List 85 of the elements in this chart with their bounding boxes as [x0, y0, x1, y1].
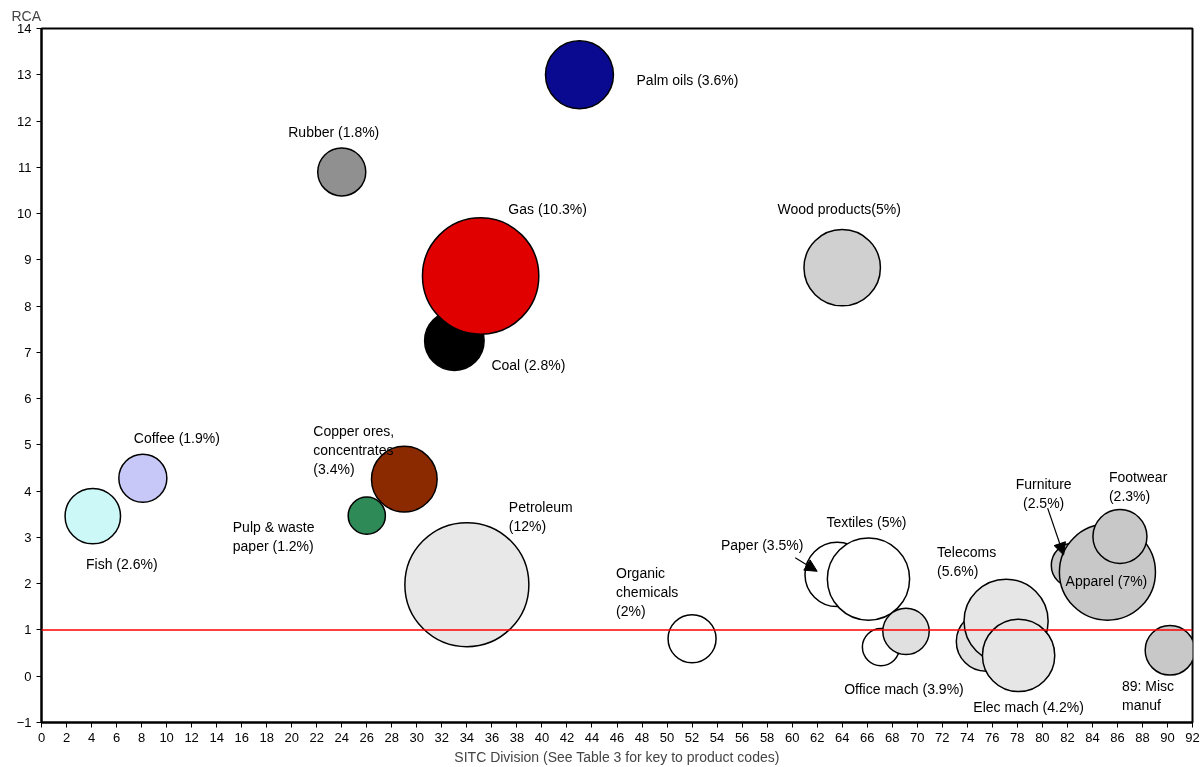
- y-axis-title: RCA: [11, 7, 42, 24]
- x-tick-label: 52: [684, 729, 700, 745]
- y-tick-label: 5: [24, 437, 32, 453]
- annotation: Apparel (7%): [1065, 573, 1148, 590]
- x-tick-label: 46: [609, 729, 625, 745]
- x-tick-label: 76: [985, 729, 1000, 745]
- x-tick-label: 34: [459, 729, 475, 745]
- x-tick-label: 26: [359, 729, 375, 745]
- x-tick-label: 14: [209, 729, 224, 745]
- y-tick-label: 10: [17, 206, 32, 222]
- x-tick-label: 74: [960, 729, 975, 745]
- y-tick-label: 12: [17, 113, 32, 129]
- annotation: Palm oils (3.6%): [636, 71, 739, 88]
- y-tick-label: 9: [24, 252, 32, 268]
- x-tick-label: 60: [784, 729, 800, 745]
- x-tick-label: 28: [384, 729, 400, 745]
- x-tick-label: 62: [809, 729, 825, 745]
- annotation: Fish (2.6%): [86, 556, 158, 573]
- annotation: Coffee (1.9%): [133, 430, 220, 447]
- annotation: Textiles (5%): [826, 514, 907, 531]
- annotation: 89: Misc manuf: [1121, 677, 1175, 713]
- x-tick-label: 20: [284, 729, 299, 745]
- x-tick-label: 80: [1035, 729, 1050, 745]
- x-tick-label: 70: [910, 729, 925, 745]
- annotation: Gas (10.3%): [508, 201, 587, 218]
- y-tick-label: 1: [24, 622, 32, 638]
- x-tick-label: 78: [1010, 729, 1025, 745]
- x-tick-label: 64: [834, 729, 850, 745]
- annotation: Copper ores, concentrates (3.4%): [313, 423, 395, 478]
- x-tick-label: 38: [509, 729, 525, 745]
- x-tick-label: 4: [87, 729, 96, 745]
- x-tick-label: 8: [137, 729, 146, 745]
- x-tick-label: 24: [334, 729, 349, 745]
- annotation: Office mach (3.9%): [844, 681, 964, 698]
- y-tick-label: 13: [17, 67, 32, 83]
- annotation: Furniture (2.5%): [1015, 475, 1072, 511]
- x-tick-label: 92: [1185, 729, 1200, 745]
- annotation: Rubber (1.8%): [288, 123, 380, 140]
- x-tick-label: 50: [659, 729, 675, 745]
- x-tick-label: 44: [584, 729, 600, 745]
- x-tick-label: 18: [259, 729, 274, 745]
- x-tick-label: 56: [734, 729, 750, 745]
- x-tick-label: 6: [112, 729, 121, 745]
- x-tick-label: 32: [434, 729, 450, 745]
- annotation: Petroleum (12%): [508, 499, 573, 535]
- annotation: Organic chemicals (2%): [616, 564, 679, 619]
- x-tick-label: 72: [935, 729, 950, 745]
- x-tick-label: 82: [1060, 729, 1075, 745]
- x-tick-label: 84: [1085, 729, 1100, 745]
- annotation: Footwear (2.3%): [1108, 469, 1168, 505]
- annotation: Pulp & waste paper (1.2%): [232, 519, 315, 555]
- x-tick-label: 68: [885, 729, 900, 745]
- x-tick-label: 2: [62, 729, 71, 745]
- x-tick-label: 36: [484, 729, 500, 745]
- annotation: Elec mach (4.2%): [973, 699, 1084, 716]
- y-tick-label: 14: [17, 21, 32, 36]
- x-tick-label: 16: [234, 729, 249, 745]
- y-tick-label: 3: [24, 529, 32, 545]
- y-tick-label: 4: [24, 483, 32, 499]
- annotation: Paper (3.5%): [720, 537, 804, 554]
- x-tick-label: 40: [534, 729, 550, 745]
- y-tick-label: 6: [24, 391, 32, 407]
- x-tick-label: 48: [634, 729, 650, 745]
- annotation: Coal (2.8%): [491, 356, 566, 373]
- x-tick-label: 42: [559, 729, 575, 745]
- x-axis-title: SITC Division (See Table 3 for key to product codes): [454, 748, 780, 765]
- annotation: Wood products(5%): [777, 200, 901, 217]
- y-tick-label: 11: [18, 159, 32, 175]
- x-tick-label: 54: [709, 729, 725, 745]
- x-tick-label: 58: [759, 729, 775, 745]
- x-tick-label: 0: [37, 729, 46, 745]
- x-tick-label: 30: [409, 729, 425, 745]
- x-tick-label: 86: [1110, 729, 1125, 745]
- y-tick-label: 2: [24, 576, 32, 592]
- y-tick-label: −1: [16, 715, 32, 730]
- annotation: Telecoms (5.6%): [937, 543, 997, 579]
- y-tick-label: 7: [24, 344, 32, 360]
- x-tick-label: 10: [159, 729, 174, 745]
- x-tick-label: 22: [309, 729, 324, 745]
- y-tick-label: 0: [24, 668, 32, 684]
- x-tick-label: 90: [1160, 729, 1175, 745]
- x-tick-label: 66: [859, 729, 875, 745]
- y-tick-label: 8: [24, 298, 32, 314]
- x-tick-label: 12: [184, 729, 199, 745]
- x-tick-label: 88: [1135, 729, 1150, 745]
